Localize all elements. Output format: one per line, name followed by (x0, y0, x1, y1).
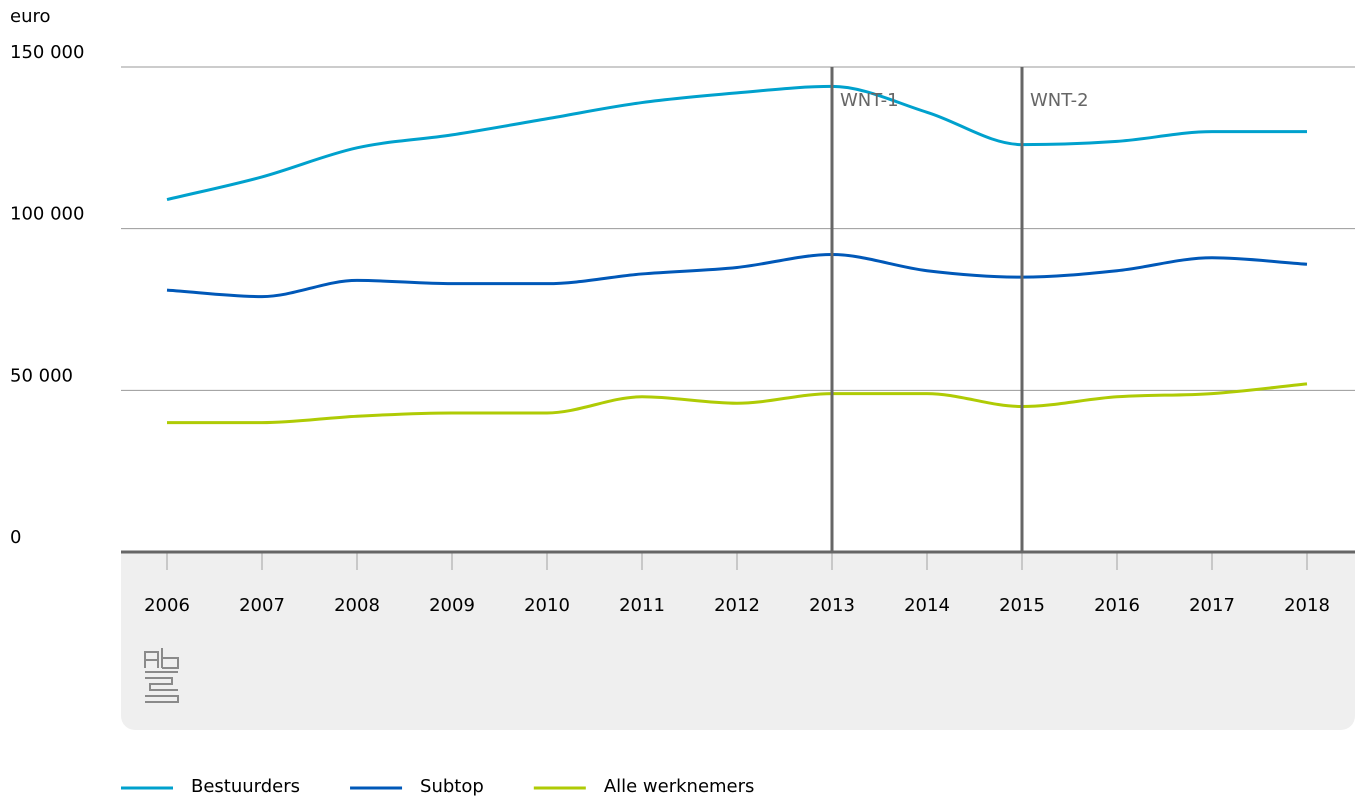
x-tick-label: 2012 (714, 595, 760, 616)
x-tick-label: 2006 (144, 595, 190, 616)
axis-panel (121, 552, 1355, 730)
x-tick-label: 2013 (809, 595, 855, 616)
x-tick-label: 2015 (999, 595, 1045, 616)
series-line (166, 382, 1308, 425)
x-tick-label: 2011 (619, 595, 665, 616)
x-tick-label: 2017 (1189, 595, 1235, 616)
legend-label: Alle werknemers (604, 776, 755, 797)
series-line (166, 84, 1307, 202)
x-tick-label: 2010 (524, 595, 570, 616)
x-tick-label: 2007 (239, 595, 285, 616)
annotation-label: WNT-1 (840, 90, 899, 111)
y-tick-label: 150 000 (10, 42, 84, 63)
y-tick-label: 50 000 (10, 365, 73, 386)
x-tick-label: 2008 (334, 595, 380, 616)
annotation-label: WNT-2 (1030, 90, 1089, 111)
legend-label: Bestuurders (191, 776, 300, 797)
x-tick-label: 2016 (1094, 595, 1140, 616)
legend-label: Subtop (420, 776, 484, 797)
y-axis-label: euro (10, 6, 51, 27)
logo (144, 648, 179, 703)
x-tick-label: 2014 (904, 595, 950, 616)
y-tick-label: 100 000 (10, 204, 84, 225)
y-tick-label: 0 (10, 527, 21, 548)
x-tick-label: 2009 (429, 595, 475, 616)
series-line (166, 253, 1308, 299)
x-tick-label: 2018 (1284, 595, 1330, 616)
